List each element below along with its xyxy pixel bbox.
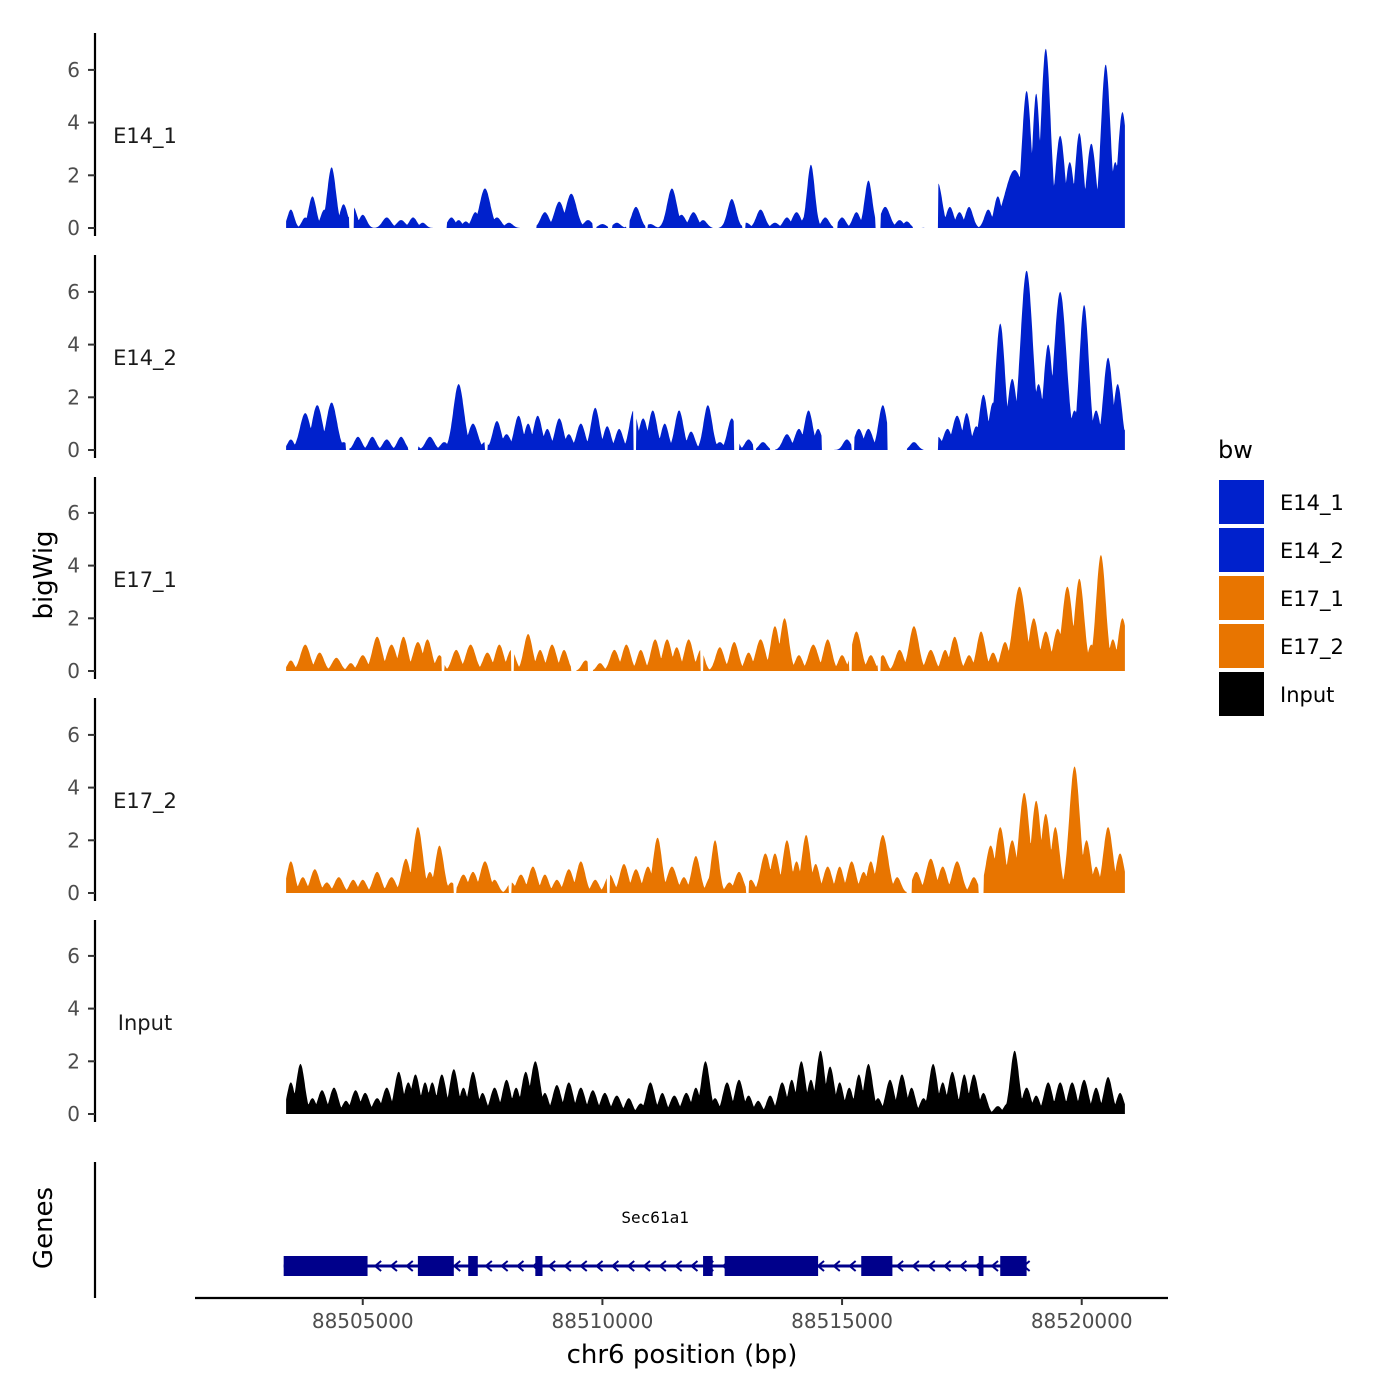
- gene-exon: [417, 1256, 454, 1276]
- track-E14_1: 0 2 4 6 E14_1: [67, 33, 1125, 240]
- x-axis: 88505000 88510000 88515000 88520000: [195, 1296, 1168, 1333]
- strand-arrow: [642, 1260, 651, 1272]
- x-tick-label: 88520000: [1031, 1309, 1133, 1333]
- strand-arrow: [579, 1260, 588, 1272]
- legend-label-E17_2: E17_2: [1280, 635, 1344, 660]
- strand-arrow: [848, 1260, 857, 1272]
- strand-arrow: [990, 1260, 999, 1272]
- x-axis-title: chr6 position (bp): [567, 1340, 798, 1370]
- track-label: Input: [118, 1011, 172, 1035]
- y-tick-label: 0: [67, 438, 80, 462]
- signal-area-E14_1: [286, 48, 1125, 228]
- legend: E14_1 E14_2 E17_1 E17_2 Input: [1219, 480, 1344, 716]
- strand-arrow: [958, 1260, 968, 1272]
- strand-arrow: [610, 1260, 620, 1272]
- track-E17_2: 0 2 4 6 E17_2: [67, 698, 1125, 905]
- y-tick-label: 4: [67, 111, 80, 135]
- strand-arrow: [895, 1260, 904, 1272]
- legend-label-E14_1: E14_1: [1280, 491, 1344, 516]
- y-tick-label: 6: [67, 280, 80, 304]
- y-tick-label: 6: [67, 58, 80, 82]
- gene-exon: [1000, 1256, 1027, 1276]
- track-E14_2: 0 2 4 6 E14_2: [67, 255, 1125, 462]
- track-E17_1: 0 2 4 6 E17_1: [67, 477, 1125, 683]
- legend-key-E17_2: [1219, 624, 1264, 668]
- y-tick-label: 2: [67, 385, 80, 409]
- y-tick-label: 4: [67, 776, 80, 800]
- strand-arrow: [547, 1260, 556, 1272]
- y-tick-label: 4: [67, 997, 80, 1021]
- track-Input: 0 2 4 6 Input: [67, 920, 1125, 1126]
- x-tick-label: 88505000: [312, 1309, 414, 1333]
- strand-arrow: [389, 1260, 398, 1272]
- legend-key-E17_1: [1219, 576, 1264, 620]
- track-label: E17_1: [113, 568, 177, 593]
- y-tick-label: 6: [67, 723, 80, 747]
- legend-label-E17_1: E17_1: [1280, 587, 1344, 612]
- strand-arrow: [595, 1260, 604, 1272]
- x-tick-label: 88515000: [791, 1309, 893, 1333]
- track-label: E14_1: [113, 124, 177, 149]
- strand-arrow: [674, 1260, 683, 1272]
- gene-exon: [724, 1256, 819, 1276]
- gene-exon: [468, 1256, 478, 1276]
- y-tick-label: 6: [67, 944, 80, 968]
- strand-arrow: [405, 1260, 414, 1272]
- signal-tracks: 0 2 4 6 E14_1 0 2 4 6 E14_2 0 2 4 6 E17_1 0 2 4 6 E17_2 0 2 4 6…: [67, 33, 1125, 1126]
- y-tick-label: 2: [67, 1049, 80, 1073]
- strand-arrow: [658, 1260, 667, 1272]
- strand-arrow: [911, 1260, 920, 1272]
- legend-label-E14_2: E14_2: [1280, 539, 1344, 564]
- x-tick-label: 88510000: [552, 1309, 654, 1333]
- y-axis-title: bigWig: [29, 530, 59, 619]
- y-tick-label: 2: [67, 606, 80, 630]
- track-label: E14_2: [113, 346, 177, 371]
- gene-exon: [535, 1256, 543, 1276]
- legend-key-E14_2: [1219, 528, 1264, 572]
- gene-exon: [861, 1256, 893, 1276]
- gene-exon: [703, 1256, 713, 1276]
- gene-track-title: Genes: [29, 1187, 59, 1269]
- y-tick-label: 6: [67, 501, 80, 525]
- y-tick-label: 0: [67, 659, 80, 683]
- y-tick-label: 0: [67, 1102, 80, 1126]
- y-tick-label: 4: [67, 554, 80, 578]
- strand-arrow: [563, 1260, 572, 1272]
- y-tick-label: 0: [67, 881, 80, 905]
- signal-area-E17_2: [286, 766, 1125, 893]
- gene-exon: [283, 1256, 368, 1276]
- track-label: E17_2: [113, 789, 177, 814]
- y-tick-label: 2: [67, 828, 80, 852]
- strand-arrow: [373, 1260, 382, 1272]
- signal-area-Input: [286, 1050, 1125, 1114]
- strand-arrow: [832, 1260, 841, 1272]
- legend-key-E14_1: [1219, 480, 1264, 524]
- strand-arrow: [452, 1260, 461, 1272]
- strand-arrow: [689, 1260, 699, 1272]
- strand-arrow: [500, 1260, 509, 1272]
- strand-arrow: [626, 1260, 635, 1272]
- gene-track: Sec61a1: [93, 1162, 1031, 1298]
- gene-name-label: Sec61a1: [621, 1208, 688, 1227]
- gene-exon: [978, 1256, 984, 1276]
- legend-key-Input: [1219, 672, 1264, 716]
- legend-label-Input: Input: [1280, 683, 1334, 707]
- y-tick-label: 4: [67, 333, 80, 357]
- strand-arrow: [927, 1260, 936, 1272]
- signal-area-E14_2: [286, 270, 1125, 450]
- y-tick-label: 2: [67, 163, 80, 187]
- strand-arrow: [484, 1260, 493, 1272]
- signal-area-E17_1: [286, 555, 1125, 671]
- legend-title: bw: [1218, 436, 1253, 464]
- strand-arrow: [515, 1260, 525, 1272]
- strand-arrow: [942, 1260, 952, 1272]
- y-tick-label: 0: [67, 216, 80, 240]
